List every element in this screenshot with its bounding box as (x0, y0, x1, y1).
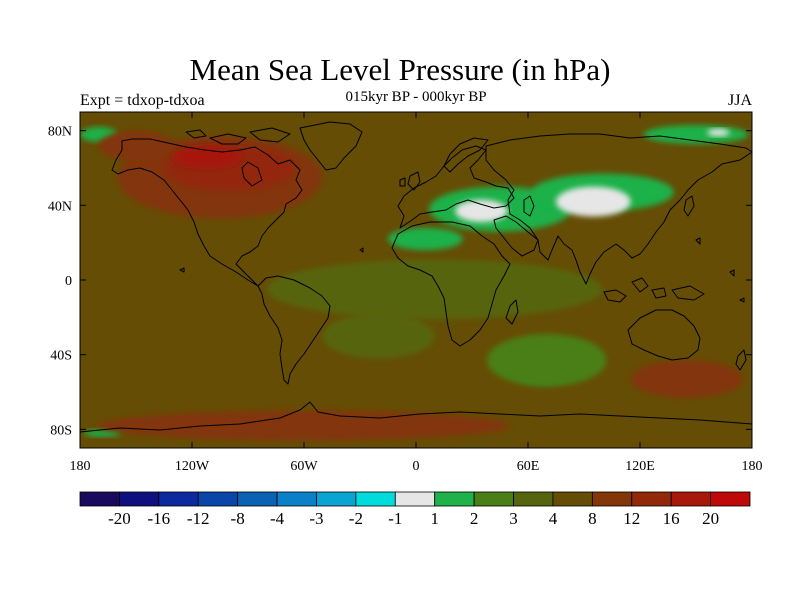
coastline-indonesia (603, 277, 705, 303)
coastline-new-zealand (735, 349, 747, 371)
coastline-small-islands (179, 237, 745, 303)
field-region-red-antarctic-belt (98, 410, 510, 441)
field-region-red-nw-pacific-arctic (98, 130, 174, 161)
field-region-red-s-pacific (630, 360, 743, 398)
map-panel: 180 120W 60W 0 60E 120E 180 80N 40N 0 40S 80S (48, 111, 763, 474)
field-region-white-central-asia (556, 186, 631, 217)
coastline-british-isles (399, 171, 421, 191)
colorbar-label: 2 (470, 509, 479, 528)
field-region-olive-s-indian (486, 334, 607, 387)
coastline-greenland (299, 121, 363, 171)
coastline-north-america (111, 138, 303, 287)
colorbar-label: 16 (663, 509, 680, 528)
coastline-australia (627, 309, 701, 361)
colorbar-swatch (276, 491, 317, 507)
experiment-label: Expt = tdxop-tdxoa (80, 92, 205, 109)
field-region-olive-tropical-belt (266, 259, 603, 320)
coastline-hudson-bay (241, 161, 263, 187)
colorbar-label: -2 (349, 509, 363, 528)
coastline-layer (80, 121, 752, 433)
colorbar-label: -3 (309, 509, 323, 528)
x-tick-label: 180 (742, 459, 763, 474)
coastline-madagascar (505, 299, 519, 325)
colorbar-swatch (473, 491, 514, 507)
y-tick-label: 40S (50, 349, 72, 364)
x-tick-label: 180 (70, 459, 91, 474)
coastline-scandinavia (443, 137, 489, 173)
colorbar-swatch (710, 491, 751, 507)
colorbar-label: -8 (231, 509, 245, 528)
y-tick-label: 80S (50, 423, 72, 438)
colorbar-swatch (237, 491, 278, 507)
colorbar-swatch (434, 491, 475, 507)
colorbar-label: 20 (702, 509, 719, 528)
colorbar-swatch (552, 491, 593, 507)
x-tick-label: 120E (625, 459, 655, 474)
colorbar: -20 -16 -12 -8 -4 -3 -2 -1 1 2 3 4 8 12 16 20 (79, 491, 751, 528)
coastline-africa (391, 221, 511, 347)
colorbar-swatch (119, 491, 160, 507)
y-tick-label: 0 (65, 274, 72, 289)
coastline-caspian-sea (523, 195, 535, 217)
coastline-south-america (257, 275, 331, 385)
colorbar-swatch (670, 491, 711, 507)
coastline-arabia (493, 215, 539, 257)
colorbar-swatch (316, 491, 357, 507)
season-label: JJA (727, 92, 752, 109)
y-tick-label: 80N (48, 125, 72, 140)
field-region-red-arctic-canada (173, 145, 241, 168)
field-region-white-arctic-ne (707, 128, 730, 137)
colorbar-swatch (355, 491, 396, 507)
figure-title: Mean Sea Level Pressure (in hPa) (189, 52, 611, 87)
axis-ticks-layer: 180 120W 60W 0 60E 120E 180 80N 40N 0 40S 80S (48, 112, 763, 474)
colorbar-swatch (158, 491, 199, 507)
field-region-green-arabia (388, 227, 463, 251)
colorbar-label: 3 (509, 509, 518, 528)
colorbar-swatch (513, 491, 554, 507)
colorbar-label: 4 (549, 509, 558, 528)
coastline-japan (683, 195, 695, 217)
colorbar-label: -12 (187, 509, 210, 528)
colorbar-label: 8 (588, 509, 597, 528)
period-subtitle: 015kyr BP - 000kyr BP (345, 89, 487, 105)
colorbar-swatch (631, 491, 672, 507)
y-tick-label: 40N (48, 199, 72, 214)
colorbar-label: -1 (388, 509, 402, 528)
field-region-white-sahara-arabia (455, 199, 508, 223)
colorbar-swatch (79, 491, 120, 507)
colorbar-label: -20 (108, 509, 131, 528)
x-tick-label: 60E (517, 459, 540, 474)
colorbar-swatch (591, 491, 633, 507)
coastline-europe (397, 145, 515, 229)
field-region-green-antarctic-w (83, 429, 122, 437)
field-region-olive-south-atlantic (322, 313, 435, 359)
coastline-asia (485, 133, 752, 285)
colorbar-swatch (394, 491, 436, 507)
coastline-arctic-islands (185, 127, 291, 145)
x-tick-label: 0 (413, 459, 420, 474)
coastline-antarctica (80, 401, 752, 433)
colorbar-label: -4 (270, 509, 285, 528)
colorbar-swatch (197, 491, 239, 507)
x-tick-label: 120W (175, 459, 210, 474)
pressure-field-layer (80, 125, 749, 441)
colorbar-label: 1 (430, 509, 439, 528)
colorbar-label: -16 (147, 509, 170, 528)
colorbar-label: 12 (623, 509, 640, 528)
x-tick-label: 60W (290, 459, 318, 474)
